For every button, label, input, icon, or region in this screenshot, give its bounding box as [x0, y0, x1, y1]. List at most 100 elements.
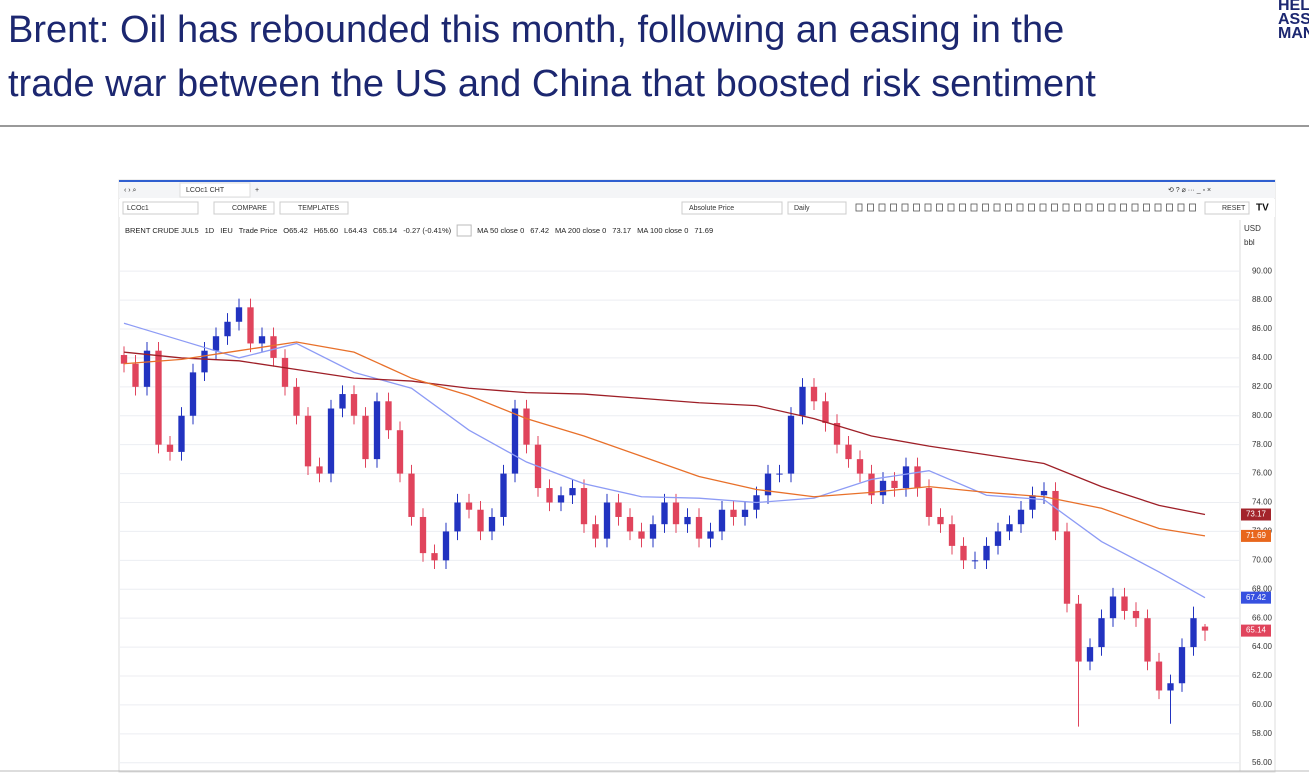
tool-icon — [982, 203, 989, 212]
candle-body — [396, 430, 404, 474]
unit: bbl — [1244, 238, 1255, 247]
price-type[interactable]: Absolute Price — [689, 205, 734, 212]
ohlc-value: L64.43 — [344, 226, 367, 235]
y-tick-label: 58.00 — [1252, 729, 1273, 738]
candle-body — [155, 350, 162, 445]
price-kind: Trade Price — [239, 226, 278, 235]
tool-icon — [924, 203, 932, 212]
candle-body — [1029, 495, 1036, 510]
candle-body — [718, 509, 726, 532]
reset-label[interactable]: RESET — [1222, 205, 1246, 212]
tool-icon — [878, 203, 886, 212]
tab[interactable] — [179, 182, 251, 198]
candle-body — [270, 336, 277, 358]
ohlc-value: O65.42 — [283, 226, 308, 235]
candle-body — [1144, 618, 1151, 662]
templates-button[interactable] — [279, 201, 349, 215]
y-tick-label: 74.00 — [1252, 498, 1273, 507]
candle-body — [431, 553, 438, 561]
candle-body — [247, 307, 254, 344]
brand-mark: TV — [1256, 203, 1269, 214]
legend-name: MA 200 close 0 — [555, 226, 606, 235]
tool-icon — [947, 203, 955, 212]
candle-body — [971, 560, 979, 562]
legend-value: 73.17 — [612, 226, 631, 235]
y-tick-label: 68.00 — [1252, 584, 1273, 593]
tab-label[interactable]: LCOc1 CHT — [186, 187, 225, 194]
collapse-button[interactable] — [456, 224, 472, 237]
candle-body — [684, 516, 691, 525]
tool-icon — [1131, 203, 1139, 212]
compare-button[interactable] — [213, 201, 275, 215]
legend-name: MA 50 close 0 — [477, 226, 524, 235]
ohlc-value: C65.14 — [373, 226, 397, 235]
templates-label[interactable]: TEMPLATES — [298, 205, 339, 212]
tool-icon — [1177, 203, 1185, 212]
title-line: Brent: Oil has rebounded this month, fol… — [8, 9, 1064, 51]
candle-body — [856, 459, 864, 474]
interval[interactable]: Daily — [794, 205, 810, 212]
candle-body — [212, 336, 220, 351]
candle-body — [1017, 509, 1025, 525]
logo-text: ASS — [1278, 11, 1309, 28]
y-tick-label: 66.00 — [1252, 613, 1273, 622]
interval: 1D — [205, 226, 215, 235]
legend: BRENT CRUDE JUL5 1D IEU Trade Price O65.42 H6… — [125, 224, 713, 237]
legend-value: 71.69 — [694, 226, 713, 235]
candle-body — [488, 516, 496, 532]
tool-icon — [890, 203, 897, 212]
candle-body — [891, 480, 898, 489]
candle-body — [1121, 596, 1128, 611]
interval-select[interactable] — [787, 201, 847, 215]
candle-body — [201, 350, 208, 373]
tool-icon — [1074, 203, 1081, 212]
price-type-select[interactable] — [681, 201, 783, 215]
candle-body — [546, 488, 553, 503]
symbol[interactable]: LCOc1 — [127, 205, 149, 212]
y-tick-label: 76.00 — [1252, 469, 1273, 478]
y-tick-label: 88.00 — [1252, 295, 1273, 304]
symbol-box[interactable] — [122, 201, 199, 215]
candle-body — [764, 473, 772, 496]
candle-body — [615, 502, 622, 517]
candle-body — [189, 372, 197, 416]
tab-bar — [119, 182, 1275, 198]
nav-icons[interactable]: ‹ › ⌕ — [124, 187, 137, 194]
reset-button[interactable] — [1204, 201, 1250, 215]
candle-body — [799, 386, 806, 416]
candle-body — [511, 408, 519, 474]
window-border — [119, 180, 1275, 182]
y-tick-label: 64.00 — [1252, 642, 1273, 651]
candle-body — [638, 531, 645, 539]
candle-body — [822, 401, 829, 423]
compare-label[interactable]: COMPARE — [232, 205, 267, 212]
tool-icon — [1108, 203, 1116, 212]
instrument: BRENT CRUDE JUL5 — [125, 226, 199, 235]
candle-body — [166, 444, 174, 452]
price-badge — [1241, 529, 1271, 542]
candle-body — [120, 355, 128, 364]
tool-icon — [1120, 203, 1127, 212]
candle-body — [776, 473, 783, 475]
window-icons[interactable]: ⟲ ? ⌀ ··· _ ▫ × — [1168, 187, 1211, 194]
ma-line — [123, 322, 1206, 599]
candle-body — [1109, 596, 1117, 619]
ma-line — [123, 351, 1206, 516]
candle-body — [339, 394, 346, 409]
candle-body — [408, 473, 415, 517]
candle-body — [178, 415, 185, 452]
candle-body — [465, 502, 473, 510]
ma-line — [123, 341, 1206, 537]
candle-body — [454, 502, 461, 532]
candle-body — [845, 444, 852, 460]
candle-body — [879, 480, 887, 496]
new-tab[interactable]: + — [255, 187, 259, 194]
candle-body — [1132, 610, 1140, 619]
ohlc-value: H65.60 — [314, 226, 338, 235]
candle-body — [1063, 531, 1071, 604]
candle-body — [224, 321, 231, 337]
candle-body — [419, 516, 427, 554]
candle-body — [373, 401, 381, 460]
tool-icon — [1143, 203, 1150, 212]
candle-body — [293, 386, 300, 416]
